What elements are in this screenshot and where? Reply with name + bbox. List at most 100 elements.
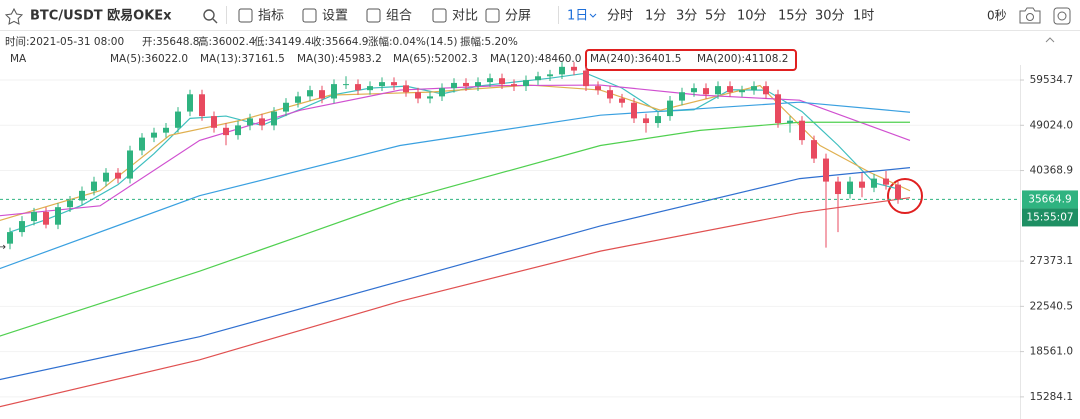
candle-body [115, 172, 121, 179]
price-label: 35664.9 [1028, 193, 1071, 205]
candle-body [895, 184, 901, 200]
y-tick-label: 40368.9 [1030, 165, 1073, 177]
ohlc-info: 振幅:5.20% [460, 35, 518, 48]
candle-body [787, 120, 793, 124]
candle-body [655, 116, 661, 124]
symbol: BTC/USDT 欧易OKEx [30, 8, 172, 24]
candle-body [451, 82, 457, 89]
interval-button[interactable]: 30分 [815, 9, 845, 24]
candle-body [175, 111, 181, 128]
candle-body [211, 116, 217, 128]
tool-button[interactable]: 分屏 [505, 9, 531, 24]
candle-body [763, 86, 769, 95]
tool-button[interactable]: 设置 [322, 9, 348, 24]
legend-entry: MA(30):45983.2 [297, 53, 382, 65]
search-icon [212, 18, 218, 24]
candle-body [799, 120, 805, 141]
price-tag [1022, 190, 1078, 209]
candle-body [235, 125, 241, 136]
candle-body [739, 90, 745, 93]
candle-body [823, 158, 829, 182]
candle-body [871, 178, 877, 188]
candle-body [31, 211, 37, 222]
ma-line [0, 167, 911, 381]
tool-button[interactable]: 对比 [452, 9, 478, 24]
interval-button[interactable]: 5分 [705, 9, 726, 24]
candle-body [499, 78, 505, 85]
countdown: 15:55:07 [1026, 211, 1073, 223]
candle-body [859, 181, 865, 188]
candle-body [379, 82, 385, 87]
candle-body [619, 98, 625, 103]
candle-body [679, 92, 685, 101]
interval-button[interactable]: 15分 [778, 9, 808, 24]
favorite-icon[interactable] [4, 7, 24, 25]
y-tick-label: 49024.0 [1030, 119, 1073, 131]
candle-body [55, 207, 61, 225]
candle-body [427, 96, 433, 99]
ohlc-info: 低:34149.4 [254, 35, 312, 48]
candle-body [835, 181, 841, 195]
candle-body [547, 74, 553, 77]
interval-button[interactable]: 10分 [737, 9, 767, 24]
collapse-icon[interactable] [1045, 37, 1055, 43]
ohlc-info: 涨幅:0.04%(14.5) [368, 35, 457, 48]
candle-body [631, 102, 637, 119]
interval-button[interactable]: 1分 [645, 9, 666, 24]
tool-button[interactable]: 组合 [386, 9, 412, 24]
candle-body [91, 181, 97, 191]
ma-line [0, 121, 910, 337]
settings-icon[interactable] [1053, 7, 1071, 25]
candle-body [439, 88, 445, 97]
candle-body [7, 232, 13, 244]
candle-body [463, 82, 469, 87]
candle-body [163, 127, 169, 133]
candle-body [403, 85, 409, 93]
tool-icon[interactable] [302, 8, 317, 23]
highlight-box [585, 49, 797, 71]
dropdown-arrow [589, 13, 597, 18]
candle-body [223, 127, 229, 136]
legend-entry: MA(13):37161.5 [200, 53, 285, 65]
candle-body [367, 86, 373, 91]
tool-button[interactable]: 指标 [258, 9, 284, 24]
tool-icon[interactable] [485, 8, 500, 23]
candle-body [883, 178, 889, 185]
candle-body [715, 86, 721, 95]
candle-body [727, 86, 733, 93]
tool-icon[interactable] [238, 8, 253, 23]
interval-button[interactable]: 3分 [676, 9, 697, 24]
candle-body [127, 150, 133, 179]
candle-body [271, 111, 277, 126]
interval-button[interactable]: 分时 [607, 9, 633, 24]
candle-body [775, 94, 781, 124]
interval-button[interactable]: 1日 [567, 9, 588, 24]
candle-body [571, 66, 577, 71]
highlight-circle [887, 178, 923, 214]
search-icon[interactable] [203, 9, 215, 21]
candle-body [523, 80, 529, 87]
ma-line [0, 101, 911, 270]
candle-body [535, 76, 541, 81]
y-tick-label: 15284.1 [1030, 391, 1073, 403]
tool-icon[interactable] [366, 8, 381, 23]
candle-body [199, 94, 205, 117]
candle-body [583, 70, 589, 87]
candle-body [283, 102, 289, 112]
candle-body [811, 140, 817, 159]
tool-icon[interactable] [432, 8, 447, 23]
y-tick-label: 27373.1 [1030, 255, 1073, 267]
candle-body [847, 181, 853, 195]
camera-icon[interactable] [1019, 7, 1041, 24]
ohlc-info: 开:35648.8 [142, 36, 199, 48]
candle-body [343, 84, 349, 86]
ohlc-info: 高:36002.4 [198, 35, 256, 48]
interval-button[interactable]: 1时 [853, 9, 874, 24]
candle-body [103, 172, 109, 182]
candle-body [43, 211, 49, 225]
candle-body [475, 82, 481, 87]
candle-body [187, 94, 193, 112]
candle-body [79, 190, 85, 201]
candle-body [319, 90, 325, 99]
